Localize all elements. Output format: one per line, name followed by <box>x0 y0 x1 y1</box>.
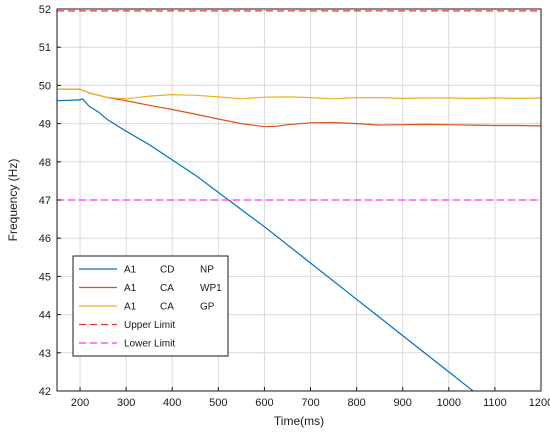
legend-label: WP1 <box>200 283 222 294</box>
x-tick-label: 200 <box>71 397 89 409</box>
y-tick-label: 49 <box>39 119 51 131</box>
y-tick-label: 52 <box>39 4 51 16</box>
y-tick-label: 47 <box>39 195 51 207</box>
legend-label: CD <box>160 265 174 276</box>
y-tick-label: 48 <box>39 157 51 169</box>
legend-label: NP <box>200 265 214 276</box>
y-tick-label: 44 <box>39 310 51 322</box>
legend: A1 CD NP A1 CA WP1 A1 CA GP Upper Limit Lower Limi… <box>72 255 229 357</box>
x-tick-label: 700 <box>301 397 319 409</box>
x-tick-label: 1000 <box>437 397 461 409</box>
legend-label: GP <box>200 302 215 313</box>
legend-label: A1 <box>124 302 137 313</box>
y-tick-label: 45 <box>39 271 51 283</box>
series-layer <box>57 10 541 391</box>
x-tick-label: 300 <box>117 397 135 409</box>
legend-label: CA <box>160 283 174 294</box>
legend-label: Upper Limit <box>124 320 175 331</box>
x-tick-label: 600 <box>255 397 273 409</box>
tick-layer: 200 300 400 500 600 700 800 900 1000 1100 1200 42 43… <box>39 4 550 409</box>
x-tick-label: 1100 <box>483 397 507 409</box>
y-tick-label: 46 <box>39 233 51 245</box>
x-axis-title: Time(ms) <box>274 414 324 428</box>
legend-label: CA <box>160 302 174 313</box>
legend-label: A1 <box>124 265 137 276</box>
y-axis-title: Frequency (Hz) <box>6 159 20 242</box>
series-line-2 <box>57 88 541 128</box>
legend-label: A1 <box>124 283 137 294</box>
y-tick-label: 51 <box>39 42 51 54</box>
x-tick-label: 800 <box>347 397 365 409</box>
series-line-1 <box>57 98 475 391</box>
x-tick-label: 900 <box>394 397 412 409</box>
x-tick-label: 1200 <box>529 397 550 409</box>
y-tick-label: 43 <box>39 348 51 360</box>
y-tick-label: 50 <box>39 80 51 92</box>
series-line-3 <box>57 88 541 100</box>
x-tick-label: 500 <box>209 397 227 409</box>
y-tick-label: 42 <box>39 386 51 398</box>
legend-label: Lower Limit <box>124 339 175 350</box>
x-tick-label: 400 <box>163 397 181 409</box>
